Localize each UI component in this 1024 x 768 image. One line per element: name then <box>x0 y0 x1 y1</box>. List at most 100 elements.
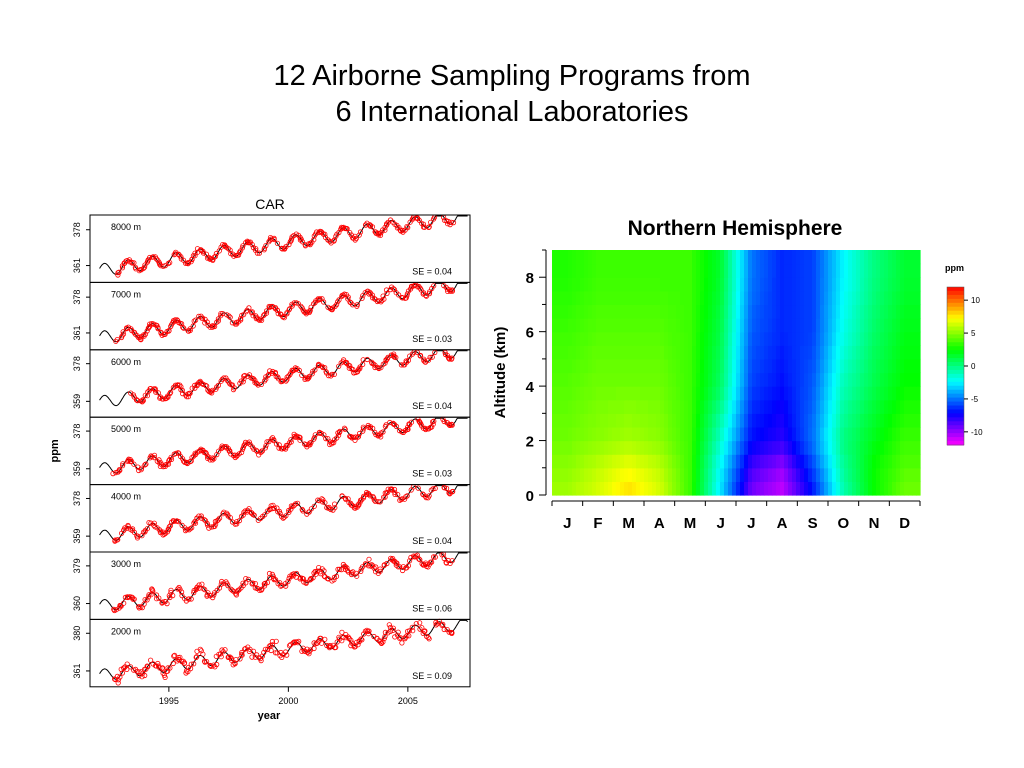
heatmap-cell <box>800 386 805 401</box>
heatmap-cell <box>804 358 809 374</box>
heatmap-cell <box>764 263 769 278</box>
heatmap-cell <box>680 263 685 278</box>
heatmap-cell <box>876 413 881 428</box>
heatmap-cell <box>788 345 793 360</box>
heatmap-cell <box>812 250 817 265</box>
heatmap-cell <box>892 250 897 265</box>
heatmap-cell <box>672 481 677 496</box>
heatmap-cell <box>844 481 849 496</box>
heatmap-cell <box>768 277 773 292</box>
heatmap-cell <box>656 481 661 496</box>
data-point <box>258 381 264 387</box>
heatmap-cell <box>648 263 653 278</box>
heatmap-cell <box>692 304 697 319</box>
data-point <box>300 576 306 582</box>
heatmap-cell <box>796 426 801 442</box>
heatmap-cell <box>780 386 785 401</box>
heatmap-cell <box>724 467 729 482</box>
heatmap-cell <box>584 454 589 469</box>
heatmap-cell <box>828 358 833 374</box>
data-point <box>375 498 381 505</box>
heatmap-cell <box>740 454 745 469</box>
slide-title-line2: 6 International Laboratories <box>335 96 689 128</box>
heatmap-cell <box>624 290 629 306</box>
heatmap-cell <box>632 386 637 401</box>
data-point <box>419 625 425 631</box>
data-point <box>344 226 350 232</box>
heatmap-cell <box>636 318 641 333</box>
heatmap-cell <box>876 304 881 319</box>
heatmap-cell <box>912 481 917 496</box>
heatmap-cell <box>672 386 677 401</box>
data-point <box>331 371 337 377</box>
heatmap-cell <box>864 263 869 278</box>
heatmap-cell <box>884 386 889 401</box>
heatmap-cell <box>736 304 741 319</box>
data-point <box>446 629 452 635</box>
data-point <box>380 429 386 435</box>
heatmap-cell <box>780 290 785 306</box>
heatmap-cell <box>804 250 809 265</box>
heatmap-cell <box>824 413 829 428</box>
heatmap-cell <box>692 345 697 360</box>
heatmap-cell <box>916 481 921 496</box>
data-point <box>246 372 253 378</box>
heatmap-cell <box>700 399 705 414</box>
data-point <box>231 385 237 391</box>
data-point <box>263 310 270 316</box>
heatmap-cell <box>564 454 569 469</box>
data-point <box>213 250 219 257</box>
heatmap-cell <box>728 440 733 455</box>
data-point <box>262 646 268 652</box>
heatmap-cell <box>824 263 829 278</box>
data-point <box>331 440 337 446</box>
data-point <box>367 425 373 431</box>
heatmap-cell <box>604 440 609 455</box>
data-point <box>172 251 179 257</box>
data-point <box>429 424 435 430</box>
data-point <box>147 254 153 261</box>
heatmap-cell <box>800 413 805 428</box>
heatmap-cell <box>852 440 857 455</box>
heatmap-cell <box>660 290 665 306</box>
heatmap-cell <box>756 277 761 292</box>
data-point <box>212 253 219 260</box>
heatmap-cell <box>772 426 777 442</box>
heatmap-cell <box>640 372 645 387</box>
heatmap-cell <box>912 263 917 278</box>
heatmap-cell <box>908 386 913 401</box>
data-point <box>432 485 438 491</box>
heatmap-cell <box>664 263 669 278</box>
heatmap-cell <box>780 426 785 442</box>
heatmap-cell <box>688 386 693 401</box>
data-point <box>202 518 209 524</box>
heatmap-cell <box>588 318 593 333</box>
data-point <box>270 573 276 579</box>
data-point <box>278 583 284 589</box>
data-point <box>179 387 185 393</box>
heatmap-cell <box>896 440 901 455</box>
data-point <box>204 593 210 599</box>
data-point <box>200 250 207 256</box>
heatmap-cell <box>856 399 861 414</box>
heatmap-cell <box>632 413 637 428</box>
heatmap-cell <box>628 318 633 333</box>
heatmap-cell <box>772 263 777 278</box>
y-tick-label: 2 <box>526 434 534 451</box>
heatmap-cell <box>592 454 597 469</box>
heatmap-cell <box>792 250 797 265</box>
data-point <box>316 362 322 368</box>
heatmap-cell <box>728 263 733 278</box>
heatmap-cell <box>736 345 741 360</box>
heatmap-cell <box>708 318 713 333</box>
heatmap-cell <box>680 426 685 442</box>
heatmap-cell <box>628 440 633 455</box>
data-point <box>159 665 166 671</box>
data-point <box>319 229 325 236</box>
heatmap-cell <box>560 250 565 265</box>
heatmap-cell <box>800 358 805 374</box>
heatmap-cell <box>712 386 717 401</box>
heatmap-cell <box>772 467 777 482</box>
heatmap-cell <box>844 454 849 469</box>
heatmap-cell <box>788 440 793 455</box>
